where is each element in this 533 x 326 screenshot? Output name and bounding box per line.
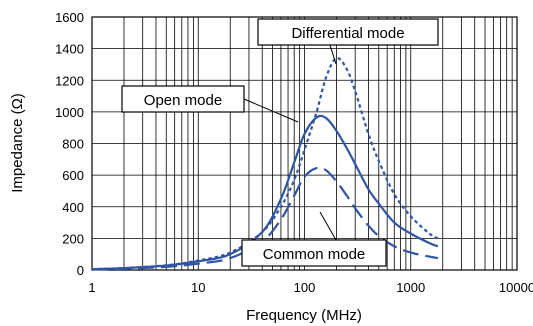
x-tick-label: 1000 [396,280,425,295]
callout-box [121,85,245,113]
callout-differential-mode: Differential mode [257,18,439,65]
y-tick-label: 1000 [55,105,84,120]
series-layer [91,56,439,271]
y-tick-label: 1200 [55,73,84,88]
tick-labels: 1 10 100 1000 10000 0 200 400 600 800 1000 1200 1400… [55,10,533,295]
series-line-differential-mode [91,56,439,271]
x-tick-label: 10000 [499,280,533,295]
x-tick-label: 1 [88,280,95,295]
callout-common-mode: Common mode [241,211,387,267]
x-axis-title: Frequency (MHz) [246,307,362,324]
callout-label-common-mode: Common mode [263,246,366,263]
callout-leader [319,211,337,241]
callout-box [241,239,387,267]
callout-label-differential-mode: Differential mode [291,25,404,42]
y-tick-label: 1600 [55,10,84,25]
y-tick-label: 400 [62,200,84,215]
callout-label-open-mode: Open mode [144,92,222,109]
y-tick-label: 200 [62,231,84,246]
plot-grid [92,17,517,270]
series-line-common-mode [91,166,439,271]
plot-frame [91,16,518,271]
x-tick-label: 10 [191,280,205,295]
y-tick-label: 800 [62,137,84,152]
callout-leader [329,44,337,65]
callout-box [257,18,439,46]
y-tick-label: 0 [77,263,84,278]
y-tick-label: 600 [62,168,84,183]
y-axis-title: Impedance (Ω) [9,93,26,193]
callout-leader [243,98,299,123]
x-tick-label: 100 [294,280,316,295]
series-line-open-mode [91,114,439,271]
callout-open-mode: Open mode [121,85,299,123]
y-tick-label: 1400 [55,42,84,57]
